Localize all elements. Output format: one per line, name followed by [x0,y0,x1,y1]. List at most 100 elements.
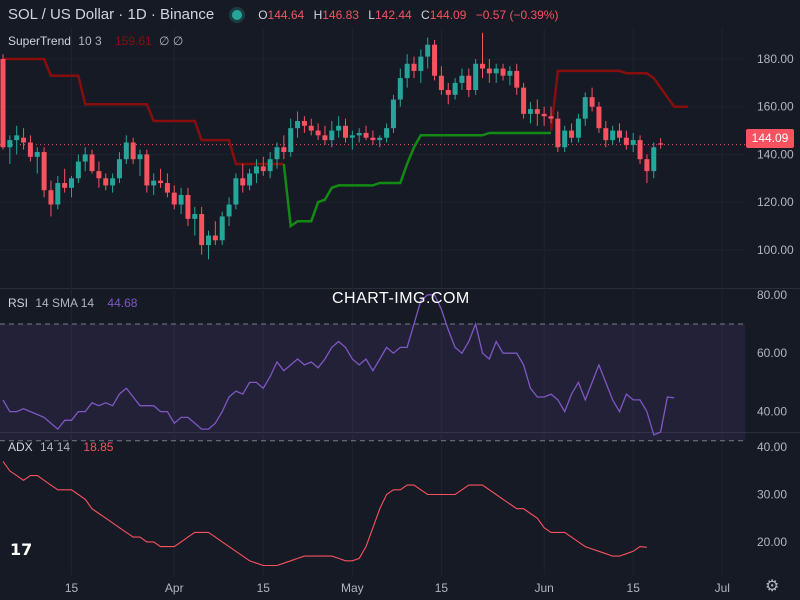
candle-body [212,235,218,241]
open-value: 144.64 [267,7,305,22]
candle-body [137,154,143,160]
supertrend-toggle-icons[interactable]: ∅ ∅ [159,34,184,48]
candle-body [480,63,485,69]
candle-body [527,109,533,114]
candle-body [185,194,191,219]
candle-body [267,159,273,172]
candle-body [247,173,253,186]
settings-gear-icon[interactable]: ⚙ [765,578,780,595]
candle-body [432,44,438,76]
candle-body [658,143,664,145]
candle-body [329,130,335,141]
close-label: C [421,7,430,22]
low-label: L [368,7,375,22]
candle-body [206,235,211,246]
candle-body [637,140,643,160]
low-value: 142.44 [374,7,412,22]
rsi-line [2,294,675,436]
candle-body [514,70,520,88]
candle-body [123,142,129,160]
candle-body [27,142,33,157]
candle-body [274,147,280,160]
candle-body [610,130,616,141]
supertrend-params: 10 3 [78,34,102,48]
y-tick-label: 100.00 [757,243,794,257]
rsi-band-fill [0,324,745,441]
supertrend-line-down [549,69,688,131]
chart-header: SOL / US Dollar · 1D · Binance O144.64 H… [8,6,564,23]
candle-body [466,75,472,91]
candle-body [534,109,540,114]
ohlc-values: O144.64 H146.83 L142.44 C144.09 −0.57 (−… [258,8,564,22]
rsi-legend[interactable]: RSI 14 SMA 14 44.68 [8,296,137,310]
candle-body [343,125,348,138]
adx-value: 18.85 [83,440,114,454]
candle-body [651,147,657,172]
rsi-y-tick-label: 60.00 [757,346,787,360]
candle-body [260,166,266,172]
supertrend-legend[interactable]: SuperTrend 10 3 159.61 ∅ ∅ [8,34,183,48]
change-value: −0.57 (−0.39%) [475,7,559,22]
candle-body [0,59,6,148]
candle-body [445,90,451,95]
y-tick-label: 180.00 [757,52,794,66]
candle-body [192,214,198,219]
candle-body [151,180,157,186]
rsi-value: 44.68 [107,296,138,310]
candle-body [96,171,102,179]
candle-body [89,154,95,172]
candle-body [144,154,150,186]
candle-body [521,87,527,114]
candle-body [438,75,444,91]
candle-body [82,154,88,162]
candle-body [486,68,492,74]
candle-body [418,56,424,71]
candle-body [158,180,164,184]
candle-body [14,135,20,141]
x-tick-label: 15 [627,581,641,595]
x-tick-label: Jul [715,581,730,595]
candle-body [21,137,27,143]
candle-body [390,99,396,129]
candle-body [164,183,170,193]
supertrend-line-up [282,131,551,229]
candle-body [336,125,342,131]
candle-body [41,152,47,191]
adx-y-tick-label: 40.00 [757,440,787,454]
symbol-title[interactable]: SOL / US Dollar · 1D · Binance [8,6,215,23]
x-tick-label: 15 [65,581,79,595]
candle-body [562,130,568,148]
tradingview-logo-icon[interactable]: 17 [10,540,33,559]
candle-body [69,178,74,188]
candle-body [233,178,239,205]
candle-body [370,137,376,141]
candle-body [582,97,588,119]
supertrend-name: SuperTrend [8,34,71,48]
adx-y-tick-label: 20.00 [757,535,787,549]
candle-body [130,142,136,160]
candle-body [110,178,116,186]
candle-body [253,166,259,174]
candle-body [507,70,513,76]
candle-body [7,140,13,148]
watermark: CHART-IMG.COM [332,290,470,307]
candle-body [171,192,177,205]
adx-legend[interactable]: ADX 14 14 18.85 [8,440,113,454]
candle-body [617,130,622,138]
candle-body [459,75,465,83]
close-value: 144.09 [429,7,467,22]
candle-body [473,63,479,91]
candle-body [199,214,205,246]
adx-params: 14 14 [40,440,71,454]
x-tick-label: 15 [257,581,271,595]
candle-body [500,68,506,76]
candle-body [425,44,431,57]
candle-body [62,183,68,188]
rsi-y-tick-label: 40.00 [757,405,787,419]
adx-name: ADX [8,440,33,454]
y-tick-label: 120.00 [757,195,794,209]
x-tick-label: 15 [435,581,449,595]
supertrend-value: 159.61 [114,34,152,48]
candle-body [308,125,314,131]
